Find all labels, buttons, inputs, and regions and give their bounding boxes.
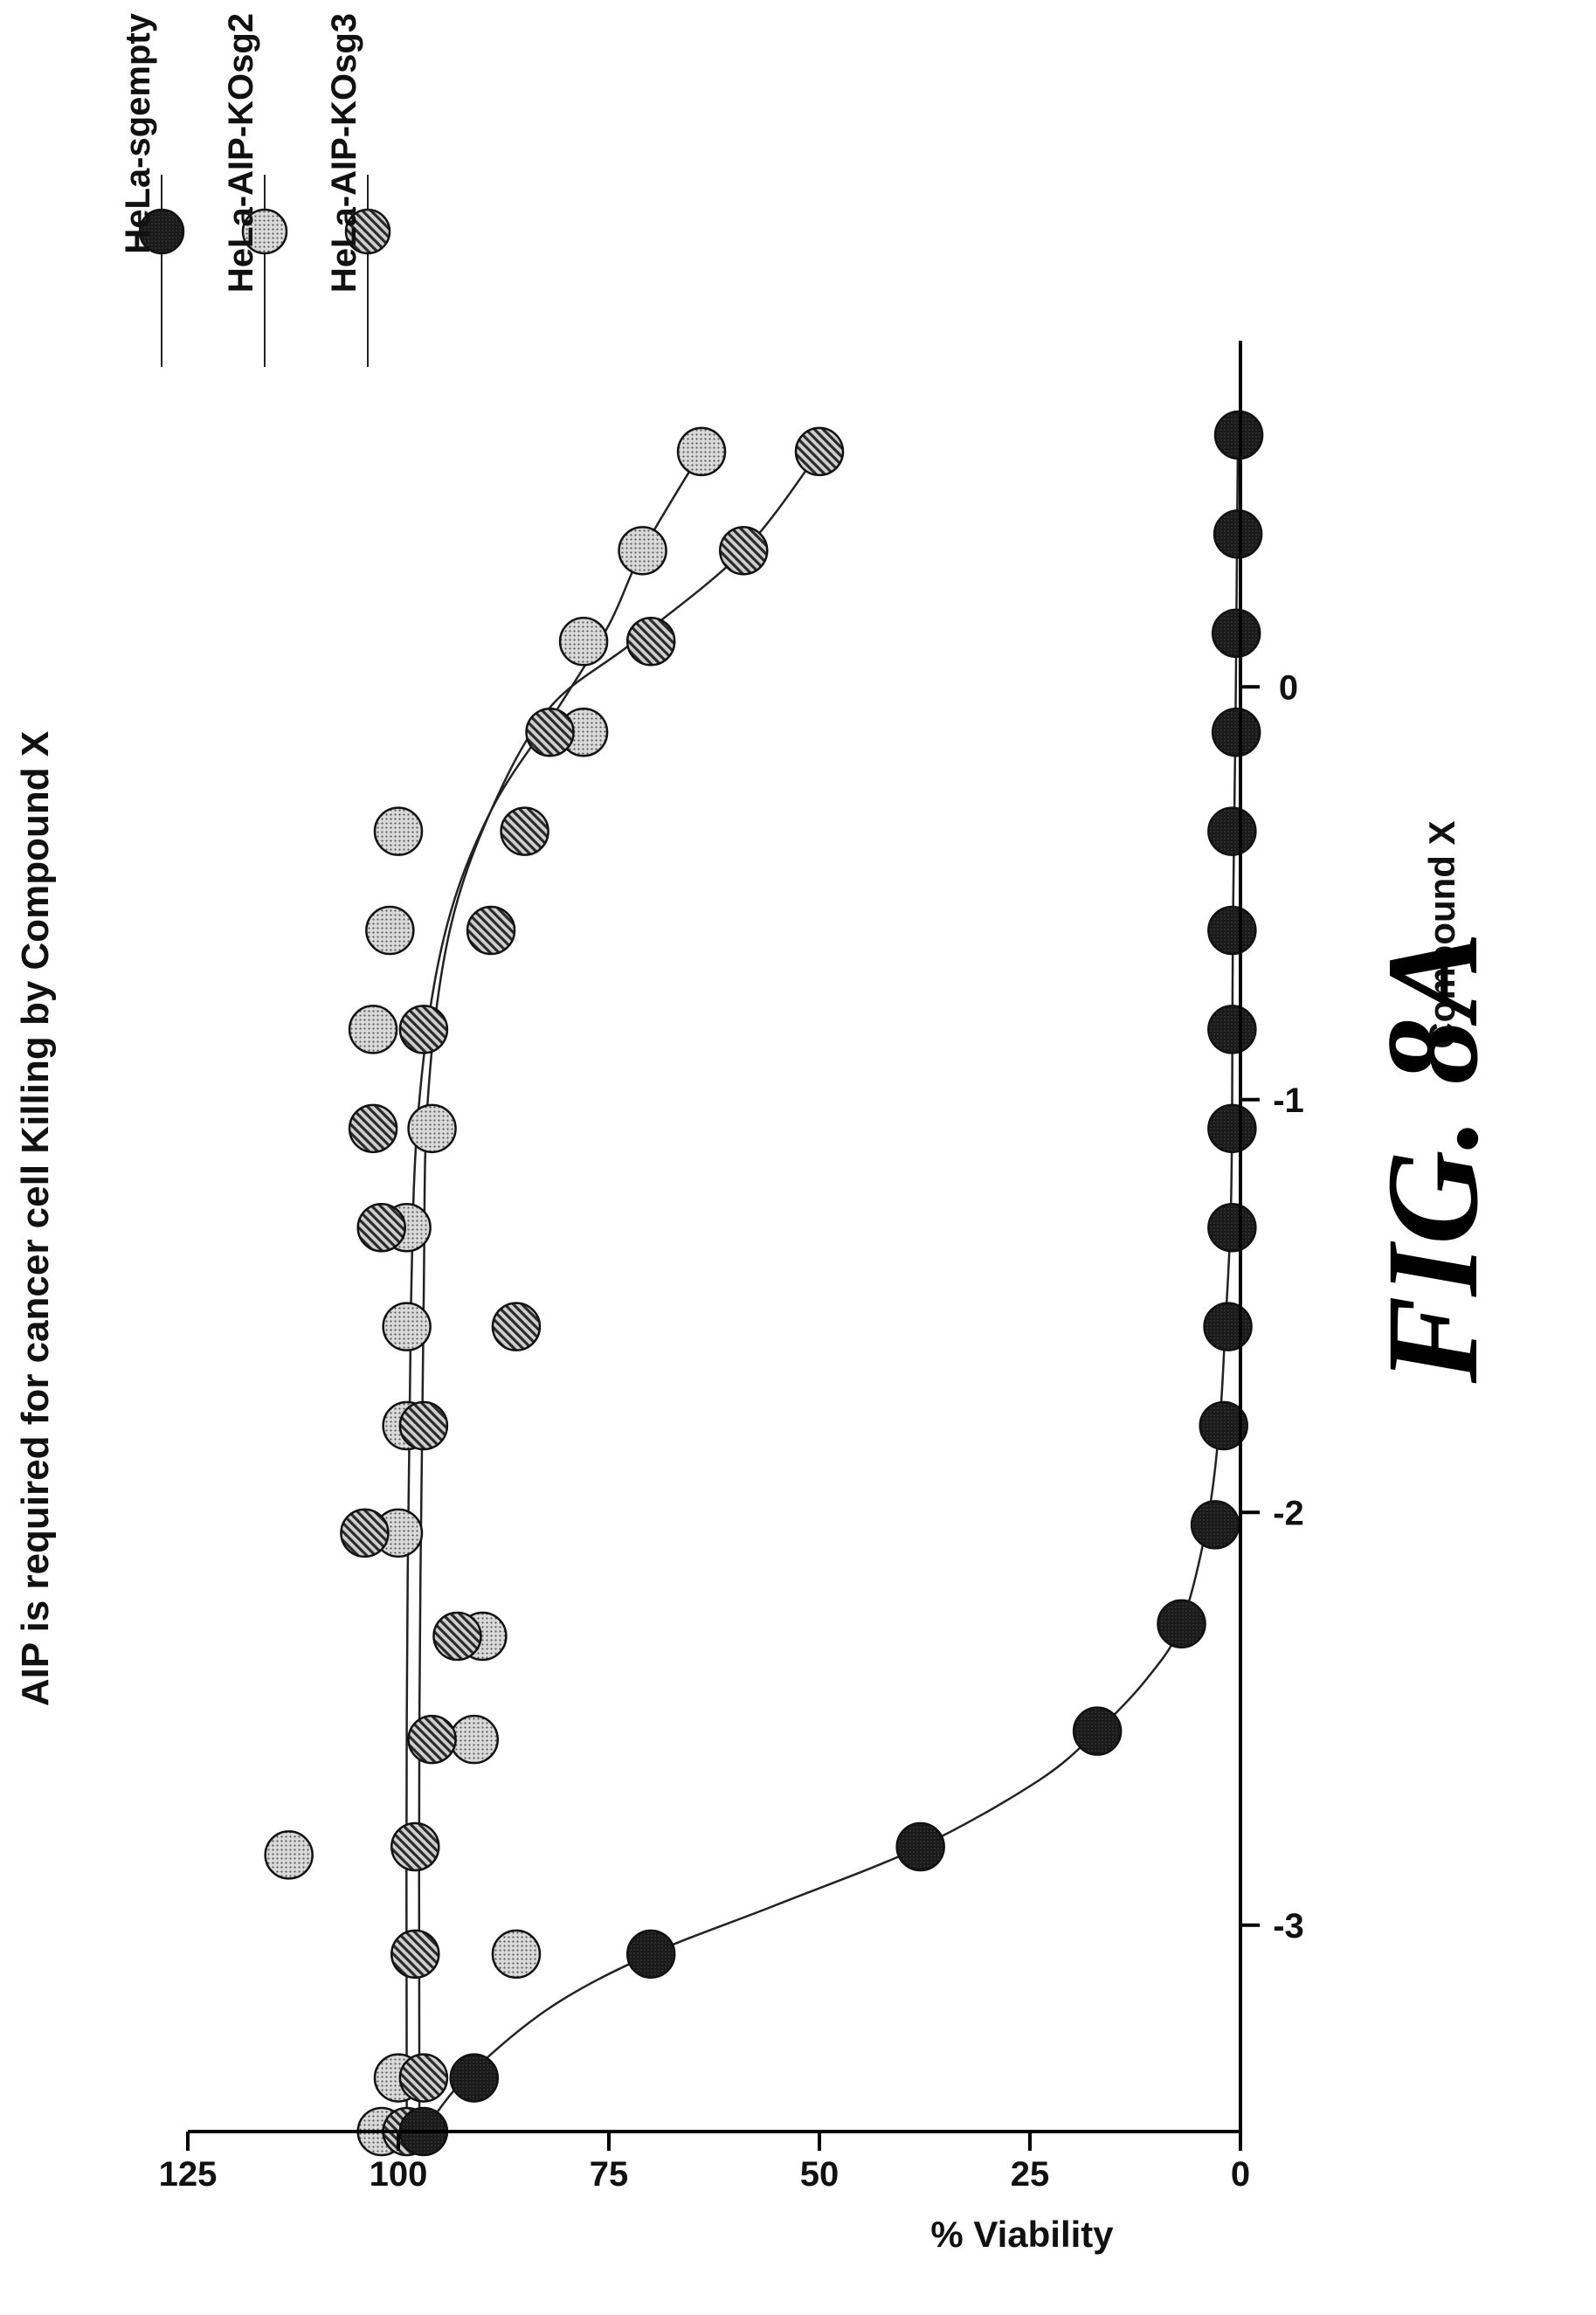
y-tick-label: 125 <box>159 2155 218 2194</box>
legend-marker <box>344 208 391 255</box>
data-point <box>1207 1103 1257 1154</box>
data-point <box>365 905 415 956</box>
data-point <box>1213 509 1263 559</box>
plot-area <box>264 410 1264 2157</box>
x-tick-label: -1 <box>1273 1081 1304 1120</box>
data-point <box>407 1714 457 1765</box>
legend-marker <box>241 208 288 255</box>
data-point <box>398 1400 449 1451</box>
data-point <box>348 1103 398 1154</box>
data-point <box>558 617 609 667</box>
data-point <box>1211 608 1261 659</box>
data-point <box>895 1821 945 1872</box>
y-tick-label: 100 <box>370 2155 428 2194</box>
legend-label: HeLa-AIP-KOsg3 <box>325 13 363 293</box>
data-point <box>348 1005 398 1054</box>
data-point <box>373 806 424 856</box>
data-point <box>356 1202 406 1253</box>
fit-curve-2 <box>418 451 820 2132</box>
data-point <box>390 1929 440 1980</box>
x-axis: -3 -2 -1 0 <box>1239 341 1304 2132</box>
data-point <box>1190 1500 1240 1550</box>
data-point <box>500 806 549 856</box>
data-point <box>340 1508 390 1558</box>
y-tick-label: 0 <box>1231 2155 1250 2194</box>
legend: HeLa-sgempty HeLa-AIP-KOsg2 HeLa-AIP-KOsg3 <box>119 12 391 367</box>
x-tick-label: -3 <box>1273 1907 1304 1945</box>
x-axis-label: Compound X <box>1421 820 1462 1048</box>
data-point <box>390 1821 440 1872</box>
y-axis: 0 25 50 75 100 125 <box>159 2130 1250 2194</box>
data-point <box>1207 1202 1257 1253</box>
data-point <box>676 426 727 477</box>
data-point <box>432 1611 482 1662</box>
data-point <box>625 1929 676 1980</box>
data-point <box>449 1714 500 1765</box>
data-point <box>1199 1400 1248 1451</box>
data-point <box>1072 1706 1123 1756</box>
fit-curve-0 <box>422 435 1240 2132</box>
y-tick-label: 50 <box>800 2155 839 2194</box>
legend-marker <box>138 208 185 255</box>
data-point <box>1207 1005 1257 1054</box>
y-tick-label: 25 <box>1011 2155 1050 2194</box>
data-point <box>794 426 845 477</box>
data-point <box>1211 707 1261 757</box>
data-point <box>625 617 676 667</box>
chart-title: AIP is required for cancer cell Killing … <box>14 731 57 1707</box>
chart-root: AIP is required for cancer cell Killing … <box>14 12 1462 2255</box>
figure-label: FIG. 8A <box>1360 932 1505 1385</box>
data-point <box>264 1830 314 1880</box>
x-tick-label: -2 <box>1273 1494 1304 1532</box>
data-point <box>398 2053 449 2103</box>
data-point <box>525 707 575 757</box>
data-point <box>1203 1302 1253 1351</box>
data-point <box>491 1302 542 1351</box>
data-point <box>1207 806 1257 856</box>
x-tick-label: 0 <box>1279 668 1298 707</box>
data-point <box>466 905 516 956</box>
data-point <box>718 526 769 576</box>
legend-label: HeLa-AIP-KOsg2 <box>222 13 260 293</box>
data-point <box>449 2053 500 2103</box>
data-point <box>398 1005 449 1054</box>
data-point <box>1157 1599 1206 1649</box>
data-point <box>618 526 667 576</box>
y-axis-label: % Viability <box>930 2214 1114 2255</box>
data-point <box>491 1929 542 1980</box>
fit-curve-1 <box>405 451 703 2132</box>
data-point <box>407 1103 457 1154</box>
legend-label: HeLa-sgempty <box>119 12 157 253</box>
data-point <box>1207 905 1257 956</box>
data-point <box>382 1302 432 1351</box>
y-tick-label: 75 <box>590 2155 629 2194</box>
